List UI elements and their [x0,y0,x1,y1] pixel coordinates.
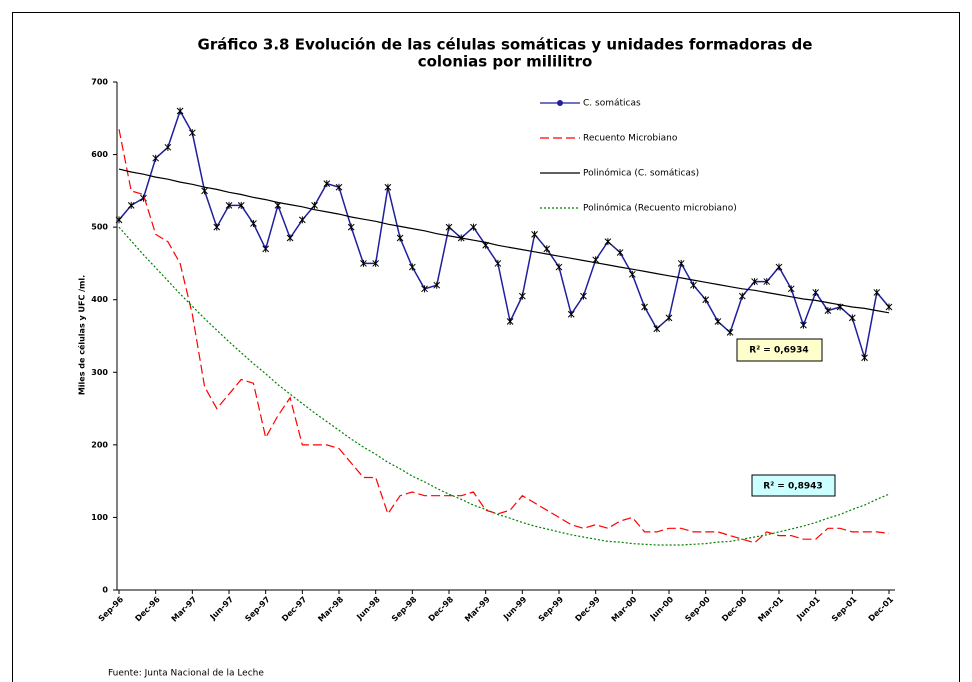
marker [543,245,551,253]
chart-title: colonias por mililitro [418,53,593,71]
legend-label: C. somáticas [583,99,641,109]
marker [848,314,856,322]
marker [787,285,795,293]
marker [506,317,514,325]
legend-label: Polinómica (C. somáticas) [583,168,699,179]
marker [714,317,722,325]
marker [800,321,807,329]
marker [225,201,233,209]
marker [873,288,881,296]
marker [201,187,208,195]
legend-marker [557,100,563,106]
chart-title: Gráfico 3.8 Evolución de las células som… [198,36,813,54]
marker [641,303,648,311]
marker [250,220,257,228]
marker [347,223,355,231]
marker [628,270,636,278]
marker [677,259,685,267]
marker [702,296,710,304]
marker [861,354,868,362]
marker [262,245,270,253]
y-tick-label: 700 [91,78,108,87]
marker [311,201,318,209]
marker [824,307,832,315]
marker [323,180,331,188]
marker [653,325,661,333]
marker [164,143,172,151]
marker [433,281,441,289]
marker [690,281,697,289]
marker [775,263,783,271]
annotation: R² = 0,6934 [749,346,808,356]
marker [494,259,502,267]
marker [665,314,673,322]
marker [763,278,771,286]
y-tick-label: 0 [102,586,108,595]
marker [445,223,453,231]
series-line [118,129,890,544]
y-tick-label: 500 [91,223,108,232]
marker [567,310,575,318]
y-tick-label: 300 [91,368,108,377]
y-tick-label: 200 [91,440,108,449]
marker [421,285,428,293]
marker [470,223,477,231]
marker [738,292,746,300]
marker [531,230,538,238]
y-tick-label: 400 [91,295,108,304]
series-line [118,168,890,314]
annotation-box [751,474,836,497]
marker [360,259,367,267]
marker [751,278,758,286]
marker [726,328,734,336]
marker [580,292,587,300]
annotation-box [736,338,823,362]
source: Fuente: Junta Nacional de la Leche [108,669,264,679]
y-tick-label: 600 [91,150,108,159]
marker [616,249,624,257]
marker [237,201,245,209]
marker [115,216,123,224]
marker [408,263,416,271]
marker [518,292,526,300]
y-tick-label: 100 [91,513,108,522]
marker [372,259,380,267]
marker [555,263,563,271]
marker [298,216,306,224]
marker [188,129,196,137]
y-axis-label: Miles de células y UFC /ml. [77,275,87,395]
marker [604,238,612,246]
marker [152,154,160,162]
marker [335,183,343,191]
marker [213,223,221,231]
marker [176,107,184,115]
marker [384,183,392,191]
marker [812,288,820,296]
marker [396,234,404,242]
marker [286,234,294,242]
annotation: R² = 0,8943 [763,482,822,492]
marker [885,303,893,311]
legend-label: Recuento Microbiano [583,134,678,144]
series-line [118,109,890,359]
legend-label: Polinómica (Recuento microbiano) [583,203,737,214]
marker [127,201,135,209]
